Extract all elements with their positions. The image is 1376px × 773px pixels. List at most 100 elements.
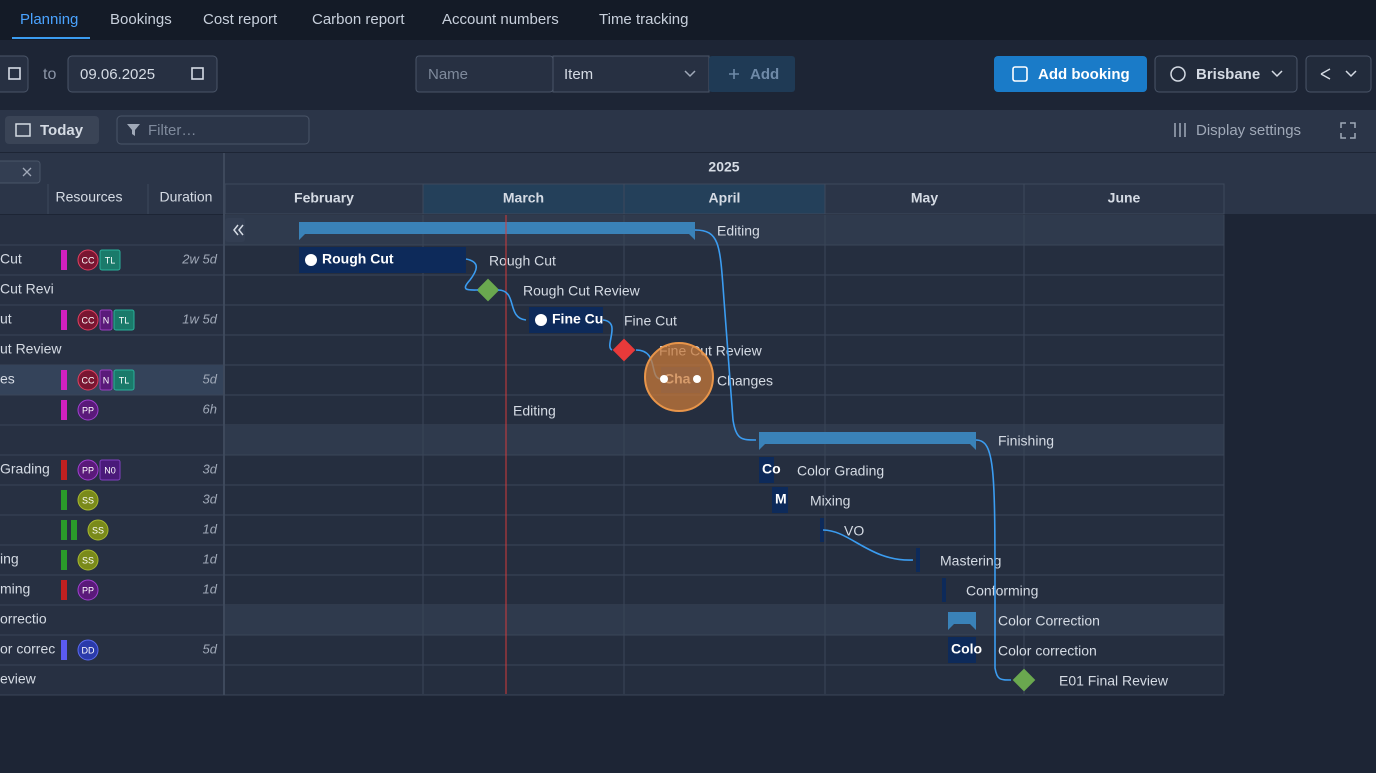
color-tag bbox=[61, 400, 67, 420]
resource-badge bbox=[99, 249, 121, 271]
filter-field[interactable] bbox=[116, 115, 310, 145]
display-settings[interactable]: Display settings bbox=[1196, 122, 1301, 139]
tab[interactable]: Cost report bbox=[203, 11, 278, 28]
to-label: to bbox=[43, 66, 56, 83]
month-cell bbox=[623, 183, 826, 215]
duration: 3d bbox=[203, 491, 218, 506]
task-bar[interactable] bbox=[759, 457, 774, 483]
bar-text: Co bbox=[762, 461, 781, 477]
resource-initials: CC bbox=[82, 375, 95, 385]
drag-handle[interactable] bbox=[693, 375, 701, 383]
task-name[interactable]: es bbox=[0, 371, 15, 387]
resource-badge bbox=[77, 489, 99, 511]
bar-text: Fine Cu bbox=[552, 311, 603, 327]
dependency bbox=[822, 529, 914, 561]
drag-handle[interactable] bbox=[660, 375, 668, 383]
active-tab-underline bbox=[12, 37, 90, 39]
task-name[interactable]: orrectio bbox=[0, 611, 47, 627]
milestone[interactable] bbox=[476, 278, 500, 302]
tab[interactable]: Account numbers bbox=[442, 11, 559, 28]
tab[interactable]: Bookings bbox=[110, 11, 172, 28]
bar-text: M bbox=[775, 491, 787, 507]
milestone[interactable] bbox=[1012, 668, 1036, 692]
settings-icon bbox=[1174, 123, 1186, 137]
task-label: Rough Cut Review bbox=[523, 283, 641, 299]
today-icon bbox=[15, 123, 31, 137]
tab[interactable]: Time tracking bbox=[599, 11, 688, 28]
task-label: Mastering bbox=[940, 553, 1001, 569]
resource-badge bbox=[77, 639, 99, 661]
month-cell bbox=[224, 183, 424, 215]
color-tag bbox=[61, 370, 67, 390]
task-label: Rough Cut bbox=[489, 253, 556, 269]
color-tag bbox=[61, 460, 67, 480]
start-date-field[interactable] bbox=[0, 55, 29, 93]
location-text: Brisbane bbox=[1196, 66, 1260, 83]
month-label: February bbox=[294, 190, 354, 206]
location-select[interactable] bbox=[1154, 55, 1298, 93]
task-bar[interactable] bbox=[820, 518, 824, 542]
resource-badge bbox=[113, 309, 135, 331]
resource-badge bbox=[99, 459, 121, 481]
resource-initials: TL bbox=[119, 375, 130, 385]
color-tag bbox=[61, 550, 67, 570]
end-date-field[interactable] bbox=[67, 55, 218, 93]
resource-initials: N bbox=[103, 315, 110, 325]
collapse-icon bbox=[233, 224, 244, 236]
fullscreen-icon[interactable] bbox=[1340, 122, 1356, 139]
task-name[interactable]: eview bbox=[0, 671, 37, 687]
task-name[interactable]: Grading bbox=[0, 461, 50, 477]
task-name[interactable]: ing bbox=[0, 551, 19, 567]
item-select-text: Item bbox=[564, 66, 593, 83]
resource-badge bbox=[113, 369, 135, 391]
task-label: Color Grading bbox=[797, 463, 884, 479]
group-row bbox=[225, 425, 1224, 455]
summary-end bbox=[948, 624, 976, 630]
task-name[interactable]: ut bbox=[0, 311, 12, 327]
task-name[interactable]: ut Review bbox=[0, 341, 62, 357]
month-label: May bbox=[911, 190, 938, 206]
task-bar[interactable] bbox=[916, 548, 920, 572]
tab[interactable]: Carbon report bbox=[312, 11, 405, 28]
month-cell bbox=[1023, 183, 1225, 215]
summary-bar bbox=[948, 612, 976, 624]
chevron bbox=[684, 70, 696, 78]
duration: 6h bbox=[203, 401, 217, 416]
duration: 1d bbox=[203, 551, 218, 566]
add-button[interactable] bbox=[709, 56, 795, 92]
add-booking-button[interactable] bbox=[994, 56, 1147, 92]
duration: 2w 5d bbox=[181, 251, 217, 266]
add-booking-text: Add booking bbox=[1038, 66, 1130, 83]
task-name[interactable]: or correc bbox=[0, 641, 55, 657]
task-name[interactable]: ming bbox=[0, 581, 30, 597]
month-cell bbox=[422, 183, 625, 215]
task-name[interactable]: Cut bbox=[0, 251, 22, 267]
color-tag bbox=[61, 520, 67, 540]
resource-initials: TL bbox=[105, 255, 116, 265]
today-text: Today bbox=[40, 122, 84, 139]
resource-initials: TL bbox=[119, 315, 130, 325]
task-name[interactable]: Cut Revi bbox=[0, 281, 54, 297]
close-icon[interactable] bbox=[22, 167, 32, 177]
end-date: 09.06.2025 bbox=[80, 66, 155, 83]
resource-initials: PP bbox=[82, 465, 94, 475]
done-icon bbox=[305, 254, 317, 266]
share-icon bbox=[1320, 68, 1331, 80]
task-label: Color correction bbox=[998, 643, 1097, 659]
color-tag bbox=[61, 250, 67, 270]
tab[interactable]: Planning bbox=[20, 11, 78, 28]
share-button[interactable] bbox=[1305, 55, 1372, 93]
task-bar[interactable] bbox=[942, 578, 946, 602]
task-bar[interactable] bbox=[299, 247, 466, 273]
collapse-button[interactable] bbox=[225, 218, 245, 242]
filter-placeholder: Filter… bbox=[148, 122, 196, 139]
task-bar[interactable] bbox=[948, 637, 976, 663]
duration: 3d bbox=[203, 461, 218, 476]
today-button[interactable] bbox=[5, 116, 99, 144]
dependency bbox=[694, 229, 757, 441]
resource-badge bbox=[77, 249, 99, 271]
task-bar[interactable] bbox=[772, 487, 788, 513]
resource-badge bbox=[99, 309, 113, 331]
milestone[interactable] bbox=[612, 338, 636, 362]
drag-highlight bbox=[644, 342, 714, 412]
